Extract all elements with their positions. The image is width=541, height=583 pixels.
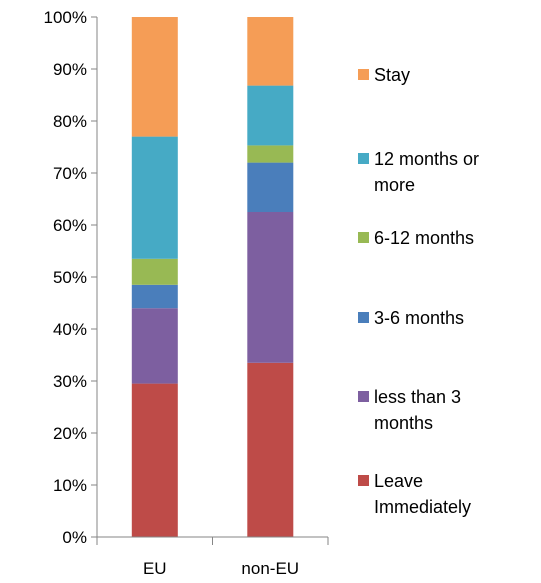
legend-item: 3-6 months (358, 308, 464, 328)
y-tick-label: 40% (53, 320, 87, 339)
legend-label: more (374, 175, 415, 195)
x-category-label: non-EU (241, 559, 299, 578)
bar-non-eu-series-0 (247, 362, 294, 537)
legend-item: Leave Immediately (358, 471, 471, 517)
y-tick-label: 30% (53, 372, 87, 391)
legend-label: less than 3 (374, 387, 461, 407)
legend-label: 12 months or (374, 149, 479, 169)
legend-label: Stay (374, 65, 410, 85)
bar-non-eu-series-4 (247, 85, 294, 146)
legend-swatch (358, 391, 369, 402)
y-tick-label: 50% (53, 268, 87, 287)
bar-eu-series-1 (131, 308, 178, 384)
legend-label: Immediately (374, 497, 471, 517)
legend-swatch (358, 69, 369, 80)
y-tick-label: 90% (53, 60, 87, 79)
bar-non-eu-series-5 (247, 17, 294, 86)
bar-eu-series-3 (131, 258, 178, 285)
legend-label: Leave (374, 471, 423, 491)
legend-item: Stay (358, 65, 410, 85)
bar-eu-series-2 (131, 284, 178, 309)
legend-swatch (358, 312, 369, 323)
bar-non-eu-series-3 (247, 145, 294, 163)
bar-eu-series-5 (131, 17, 178, 137)
y-tick-label: 0% (62, 528, 87, 547)
legend-swatch (358, 153, 369, 164)
legend-label: months (374, 413, 433, 433)
y-tick-label: 100% (44, 8, 87, 27)
legend-label: 6-12 months (374, 228, 474, 248)
y-tick-label: 60% (53, 216, 87, 235)
y-tick-label: 70% (53, 164, 87, 183)
y-axis-ticks: 0% 10% 20% 30% 40% 50% 60% 70% 80% 90% 100% (44, 8, 97, 547)
y-tick-label: 10% (53, 476, 87, 495)
bars-group (131, 17, 294, 537)
bar-non-eu-series-2 (247, 162, 294, 212)
legend: Stay 12 months or more 6-12 months 3-6 month… (358, 65, 479, 517)
legend-label: 3-6 months (374, 308, 464, 328)
x-axis-ticks: EU non-EU (96, 537, 329, 578)
x-category-label: EU (143, 559, 167, 578)
legend-item: 12 months or more (358, 149, 479, 195)
y-tick-label: 80% (53, 112, 87, 131)
legend-item: less than 3 months (358, 387, 461, 433)
axes-group (96, 17, 328, 538)
legend-swatch (358, 475, 369, 486)
bar-non-eu-series-1 (247, 212, 294, 363)
legend-swatch (358, 232, 369, 243)
bar-eu-series-0 (131, 383, 178, 537)
bar-eu-series-4 (131, 136, 178, 259)
y-tick-label: 20% (53, 424, 87, 443)
legend-item: 6-12 months (358, 228, 474, 248)
